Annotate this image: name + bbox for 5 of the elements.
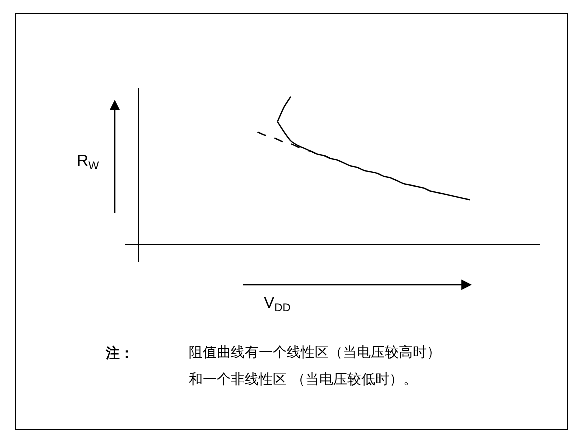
x-axis-title: V$_{DD}$: [264, 295, 291, 314]
text: 注：: [105, 345, 134, 362]
text: 和一个非线性区 （当电压较低时）。: [189, 372, 418, 388]
text: R$_{W}$: [77, 153, 100, 172]
text: 阻值曲线有一个线性区（当电压较高时）: [189, 345, 441, 361]
